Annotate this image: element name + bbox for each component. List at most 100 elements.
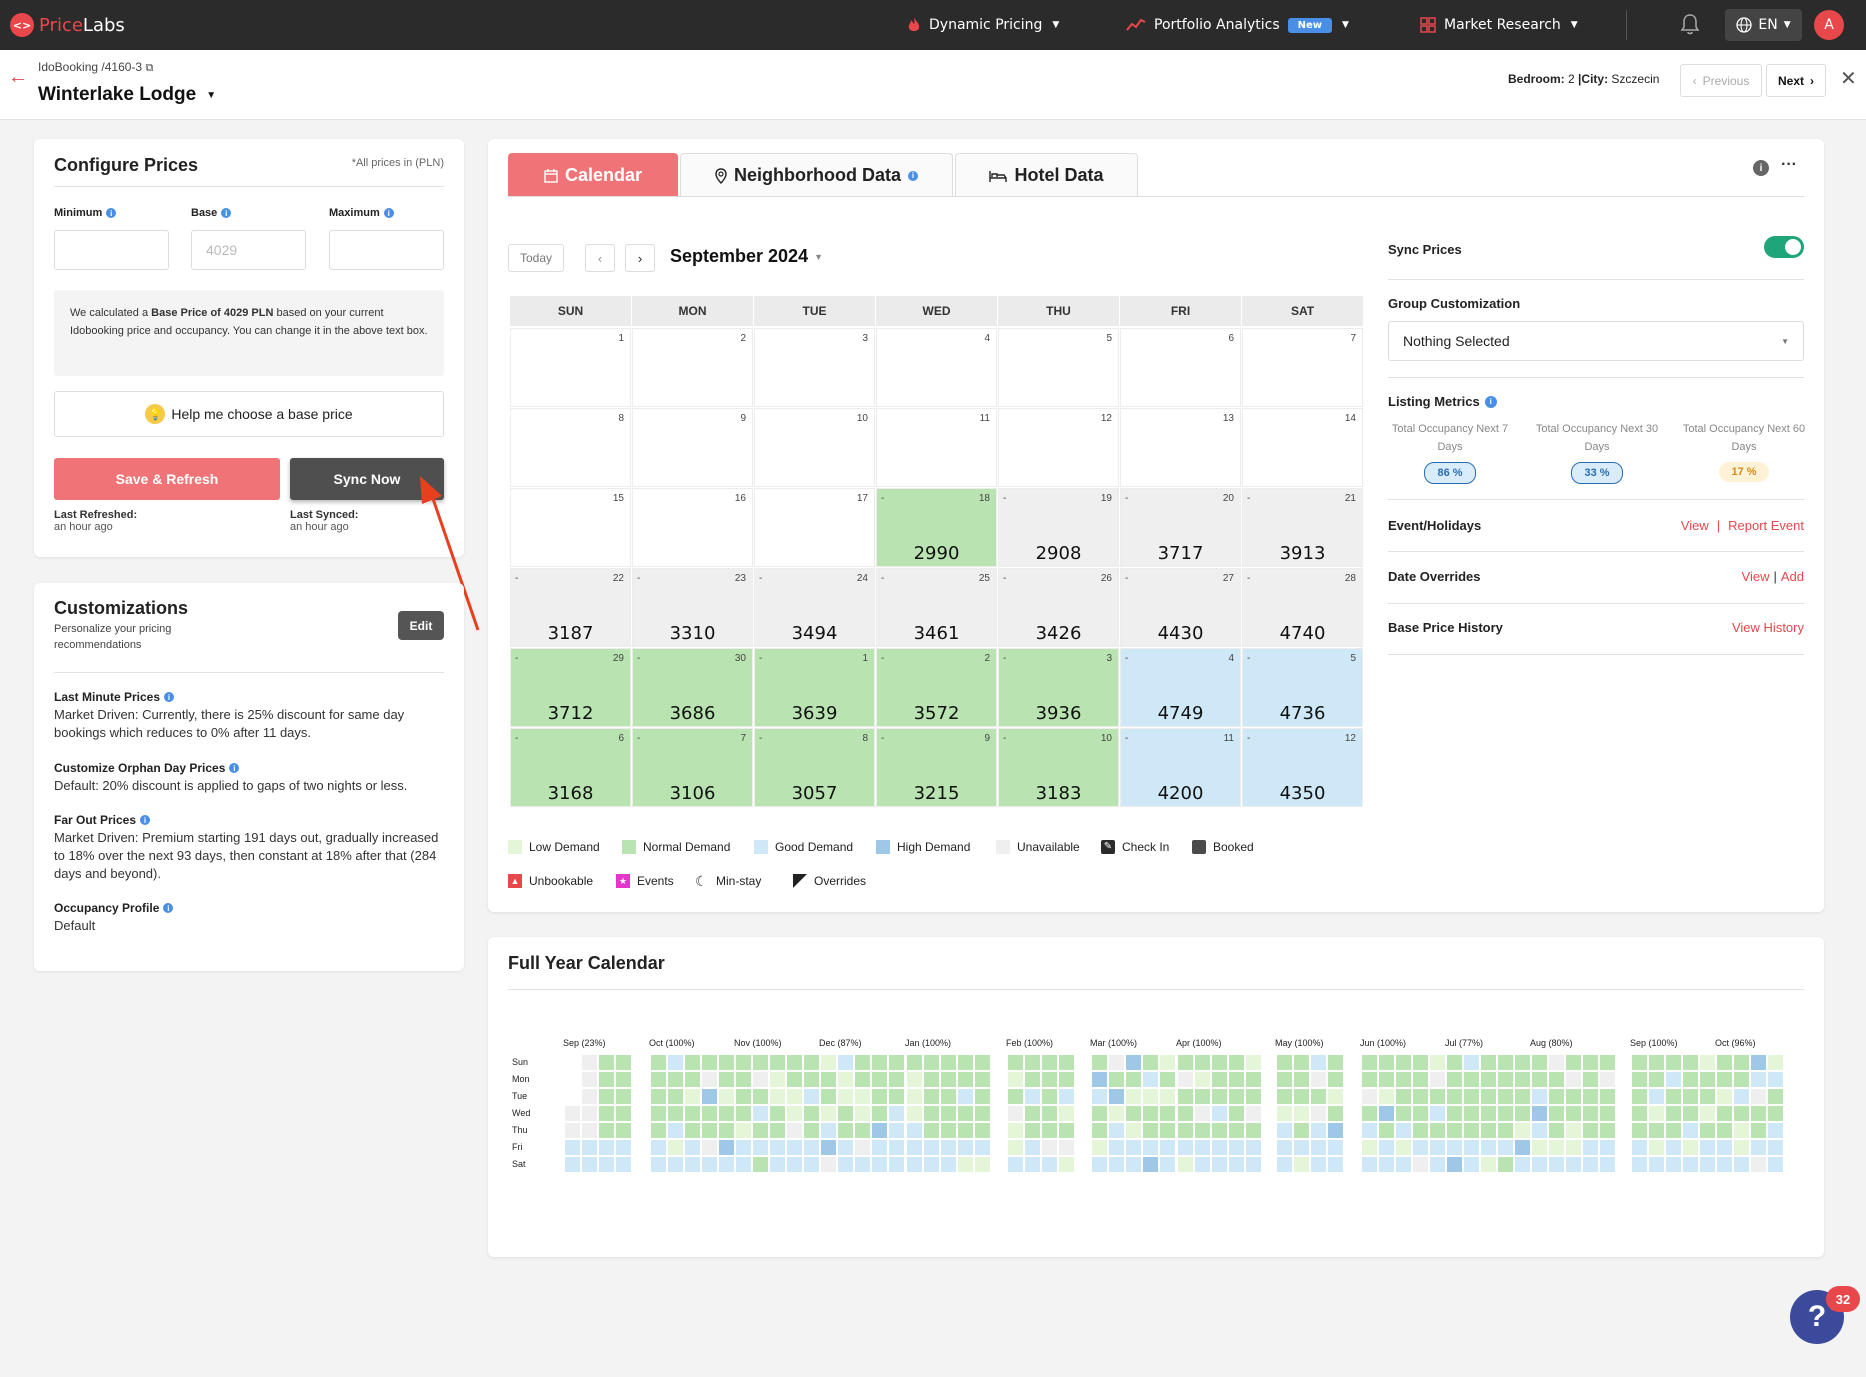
year-day-cell[interactable] <box>1178 1123 1193 1138</box>
year-day-cell[interactable] <box>855 1055 870 1070</box>
year-day-cell[interactable] <box>651 1072 666 1087</box>
year-day-cell[interactable] <box>736 1123 751 1138</box>
year-day-cell[interactable] <box>855 1072 870 1087</box>
year-day-cell[interactable] <box>1700 1140 1715 1155</box>
year-day-cell[interactable] <box>1481 1106 1496 1121</box>
year-day-cell[interactable] <box>1464 1140 1479 1155</box>
year-day-cell[interactable] <box>1042 1106 1057 1121</box>
year-day-cell[interactable] <box>975 1123 990 1138</box>
year-day-cell[interactable] <box>1430 1055 1445 1070</box>
year-day-cell[interactable] <box>787 1157 802 1172</box>
info-icon[interactable]: i <box>140 815 151 825</box>
year-day-cell[interactable] <box>1413 1055 1428 1070</box>
year-day-cell[interactable] <box>651 1157 666 1172</box>
year-day-cell[interactable] <box>668 1072 683 1087</box>
year-day-cell[interactable] <box>1160 1106 1175 1121</box>
year-day-cell[interactable] <box>941 1140 956 1155</box>
listing-selector[interactable]: Winterlake Lodge ▼ <box>38 84 216 106</box>
year-day-cell[interactable] <box>907 1123 922 1138</box>
year-day-cell[interactable] <box>1751 1055 1766 1070</box>
calendar-day-cell[interactable]: 4 <box>876 328 997 407</box>
year-day-cell[interactable] <box>736 1072 751 1087</box>
year-day-cell[interactable] <box>1362 1106 1377 1121</box>
year-day-cell[interactable] <box>1212 1157 1227 1172</box>
year-day-cell[interactable] <box>1379 1140 1394 1155</box>
year-day-cell[interactable] <box>1379 1123 1394 1138</box>
year-day-cell[interactable] <box>1683 1157 1698 1172</box>
year-day-cell[interactable] <box>838 1123 853 1138</box>
year-day-cell[interactable] <box>1549 1089 1564 1104</box>
year-day-cell[interactable] <box>787 1106 802 1121</box>
year-day-cell[interactable] <box>838 1157 853 1172</box>
year-day-cell[interactable] <box>1277 1157 1292 1172</box>
year-day-cell[interactable] <box>1666 1072 1681 1087</box>
year-day-cell[interactable] <box>889 1123 904 1138</box>
year-day-cell[interactable] <box>1059 1106 1074 1121</box>
year-day-cell[interactable] <box>1498 1123 1513 1138</box>
year-day-cell[interactable] <box>1498 1106 1513 1121</box>
calendar-day-cell[interactable]: 21 - 3913 <box>1242 488 1363 567</box>
calendar-day-cell[interactable]: 11 <box>876 408 997 487</box>
year-day-cell[interactable] <box>1532 1157 1547 1172</box>
year-day-cell[interactable] <box>736 1089 751 1104</box>
year-day-cell[interactable] <box>1734 1123 1749 1138</box>
year-day-cell[interactable] <box>1600 1123 1615 1138</box>
year-day-cell[interactable] <box>821 1140 836 1155</box>
year-day-cell[interactable] <box>1277 1140 1292 1155</box>
year-day-cell[interactable] <box>1143 1157 1158 1172</box>
year-day-cell[interactable] <box>1464 1089 1479 1104</box>
year-day-cell[interactable] <box>685 1055 700 1070</box>
year-day-cell[interactable] <box>1481 1140 1496 1155</box>
year-day-cell[interactable] <box>1229 1089 1244 1104</box>
year-day-cell[interactable] <box>804 1123 819 1138</box>
year-day-cell[interactable] <box>1294 1072 1309 1087</box>
year-day-cell[interactable] <box>1600 1072 1615 1087</box>
nav-market-research[interactable]: Market Research ▼ <box>1420 0 1578 50</box>
year-day-cell[interactable] <box>1042 1072 1057 1087</box>
calendar-day-cell[interactable]: 30 - 3686 <box>632 648 753 727</box>
year-day-cell[interactable] <box>770 1123 785 1138</box>
year-day-cell[interactable] <box>1734 1157 1749 1172</box>
year-day-cell[interactable] <box>719 1106 734 1121</box>
year-day-cell[interactable] <box>838 1106 853 1121</box>
year-day-cell[interactable] <box>1195 1106 1210 1121</box>
year-day-cell[interactable] <box>1583 1106 1598 1121</box>
year-day-cell[interactable] <box>1666 1123 1681 1138</box>
year-day-cell[interactable] <box>1379 1055 1394 1070</box>
year-day-cell[interactable] <box>804 1140 819 1155</box>
year-day-cell[interactable] <box>685 1089 700 1104</box>
year-day-cell[interactable] <box>1311 1140 1326 1155</box>
year-day-cell[interactable] <box>702 1157 717 1172</box>
year-day-cell[interactable] <box>1566 1157 1581 1172</box>
year-day-cell[interactable] <box>1768 1123 1783 1138</box>
year-day-cell[interactable] <box>1700 1106 1715 1121</box>
year-day-cell[interactable] <box>1126 1072 1141 1087</box>
year-day-cell[interactable] <box>1666 1055 1681 1070</box>
year-day-cell[interactable] <box>668 1089 683 1104</box>
year-day-cell[interactable] <box>1396 1072 1411 1087</box>
year-day-cell[interactable] <box>1751 1106 1766 1121</box>
year-day-cell[interactable] <box>1160 1123 1175 1138</box>
year-day-cell[interactable] <box>872 1089 887 1104</box>
year-day-cell[interactable] <box>616 1106 631 1121</box>
year-day-cell[interactable] <box>1481 1123 1496 1138</box>
calendar-day-cell[interactable]: 8 <box>510 408 631 487</box>
year-day-cell[interactable] <box>821 1157 836 1172</box>
year-day-cell[interactable] <box>685 1123 700 1138</box>
year-day-cell[interactable] <box>719 1140 734 1155</box>
calendar-day-cell[interactable]: 11 - 4200 <box>1120 728 1241 807</box>
year-day-cell[interactable] <box>1717 1123 1732 1138</box>
year-day-cell[interactable] <box>1212 1140 1227 1155</box>
year-day-cell[interactable] <box>1092 1157 1107 1172</box>
year-day-cell[interactable] <box>1683 1123 1698 1138</box>
year-day-cell[interactable] <box>1632 1106 1647 1121</box>
year-day-cell[interactable] <box>1212 1106 1227 1121</box>
year-day-cell[interactable] <box>1229 1072 1244 1087</box>
year-day-cell[interactable] <box>1092 1072 1107 1087</box>
year-day-cell[interactable] <box>1649 1072 1664 1087</box>
year-day-cell[interactable] <box>787 1055 802 1070</box>
year-day-cell[interactable] <box>702 1089 717 1104</box>
year-day-cell[interactable] <box>1277 1055 1292 1070</box>
year-day-cell[interactable] <box>1600 1089 1615 1104</box>
year-day-cell[interactable] <box>1294 1123 1309 1138</box>
